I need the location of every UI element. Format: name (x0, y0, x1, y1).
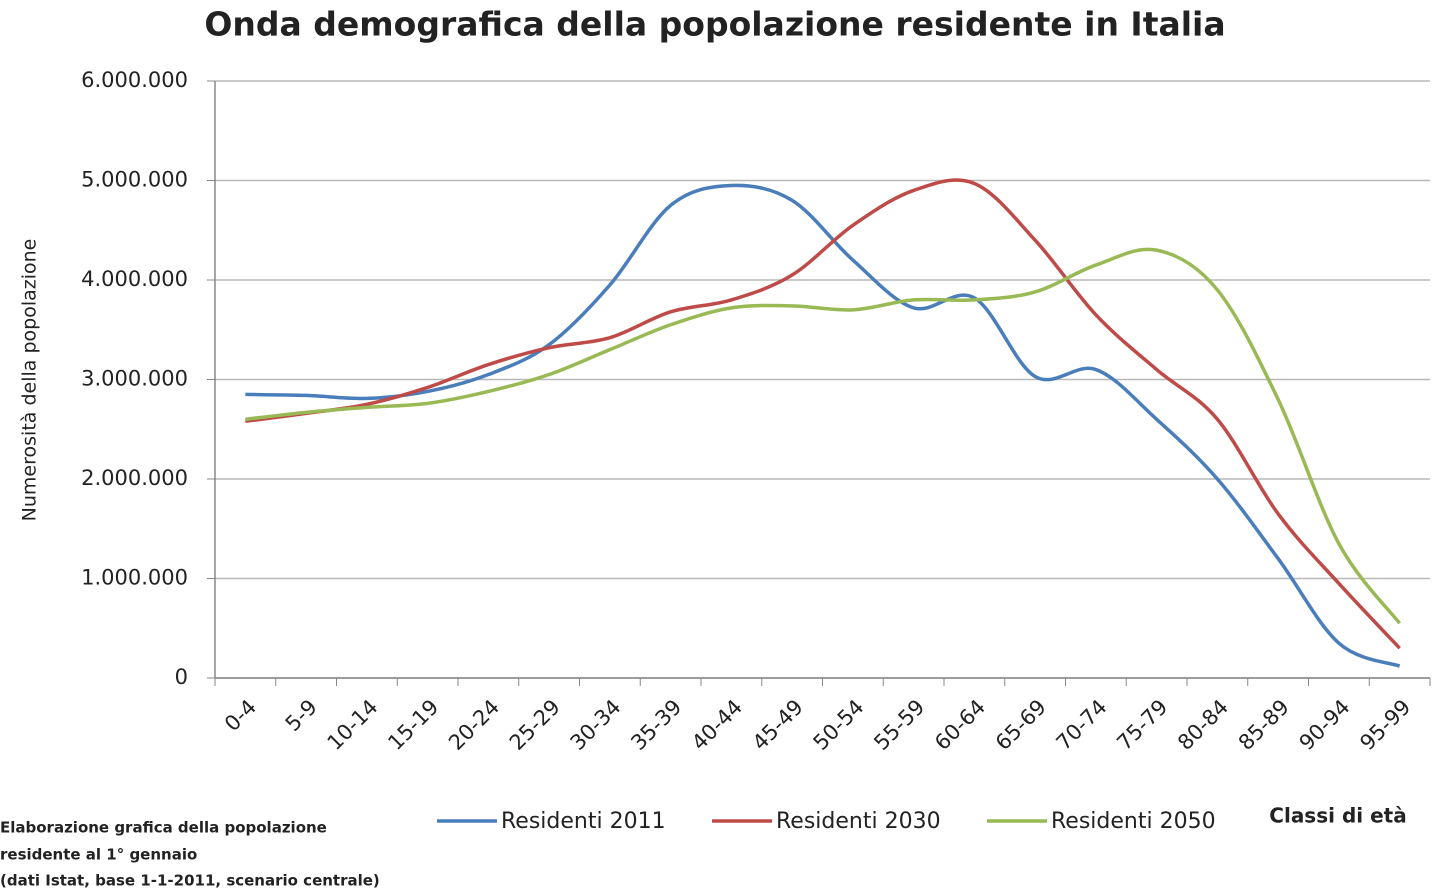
note: residente al 1° gennaio (0, 846, 197, 864)
x-tick-label: 65-69 (991, 695, 1051, 755)
y-tick-label: 1.000.000 (81, 566, 188, 590)
series-line (245, 247, 1402, 625)
x-tick-label: 45-49 (748, 695, 808, 755)
legend-label: Residenti 2011 (501, 809, 666, 834)
x-tick-label: 0-4 (220, 695, 261, 736)
x-tick-label: 35-39 (626, 695, 686, 755)
x-tick-label: 95-99 (1355, 695, 1415, 755)
x-tick-label: 85-89 (1234, 695, 1294, 755)
y-tick-label: 4.000.000 (81, 267, 188, 291)
series-line (245, 183, 1401, 668)
y-tick-label: 0 (175, 665, 188, 689)
legend-label: Residenti 2050 (1051, 809, 1216, 834)
series-line (245, 178, 1401, 650)
y-tick-label: 2.000.000 (81, 466, 188, 490)
x-tick-label: 40-44 (687, 695, 747, 755)
x-tick-label: 5-9 (281, 695, 322, 736)
x-tick-label: 55-59 (869, 695, 929, 755)
y-tick-label: 5.000.000 (81, 168, 188, 192)
x-tick-label: 10-14 (323, 695, 383, 755)
x-tick-label: 50-54 (809, 695, 869, 755)
x-tick-label: 75-79 (1112, 695, 1172, 755)
x-axis-label: Classi di età (1269, 804, 1406, 828)
x-tick-label: 25-29 (505, 695, 565, 755)
x-tick-label: 20-24 (444, 695, 504, 755)
legend-label: Residenti 2030 (776, 809, 941, 834)
y-tick-label: 3.000.000 (81, 367, 188, 391)
chart-title: Onda demografica della popolazione resid… (204, 5, 1225, 44)
note: Elaborazione grafica della popolazione (0, 819, 327, 837)
x-tick-label: 30-34 (566, 695, 626, 755)
x-tick-label: 15-19 (383, 695, 443, 755)
x-tick-label: 60-64 (930, 695, 990, 755)
x-tick-label: 70-74 (1052, 695, 1112, 755)
y-axis-label: Numerosità della popolazione (19, 239, 41, 522)
note: (dati Istat, base 1-1-2011, scenario cen… (0, 872, 380, 890)
x-tick-label: 90-94 (1295, 695, 1355, 755)
x-tick-label: 80-84 (1173, 695, 1233, 755)
y-tick-label: 6.000.000 (81, 68, 188, 92)
